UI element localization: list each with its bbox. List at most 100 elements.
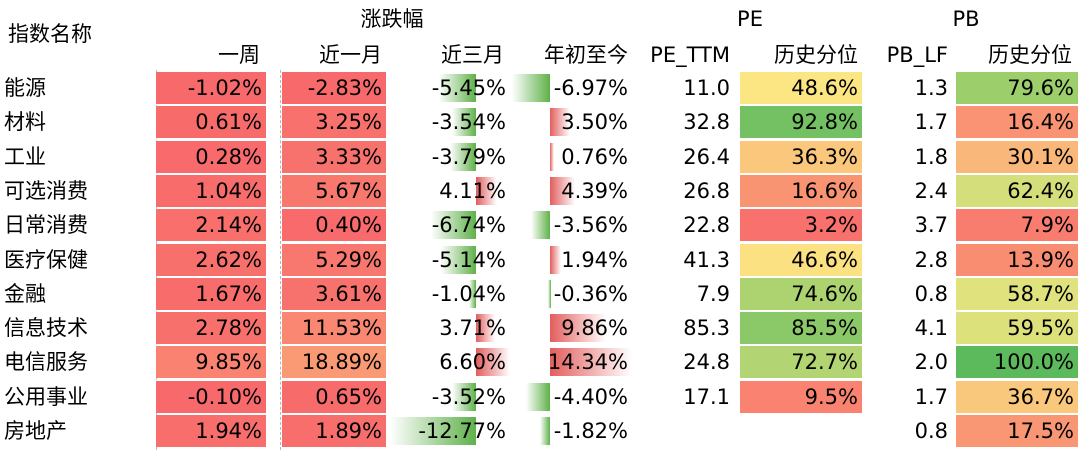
- cell-value: -3.54%: [431, 110, 506, 135]
- cell-pb-pct: 36.7%: [956, 380, 1078, 414]
- data-bar: [550, 314, 607, 343]
- cell-value: -1.02%: [187, 76, 262, 100]
- heat-cell-bg: [956, 140, 1078, 173]
- cell-month: 5.67%: [282, 174, 386, 208]
- heat-cell-bg: [740, 209, 862, 242]
- table-row: 电信服务 9.85% 18.89% 6.60% 14.34% 24.8 72.7% 2.0 10…: [0, 345, 1080, 379]
- row-index-name: 能源: [4, 76, 46, 100]
- heat-cell-bg: [740, 277, 862, 310]
- cell-value: 62.4%: [1007, 178, 1074, 203]
- cell-value: 5.67%: [315, 178, 382, 203]
- cell-pb-pct: 100.0%: [956, 345, 1078, 379]
- cell-value: 3.50%: [561, 110, 628, 135]
- cell-value: 36.3%: [791, 144, 858, 169]
- heat-cell-bg: [282, 312, 386, 345]
- cell-value: -3.79%: [431, 144, 506, 169]
- cell-month: 5.29%: [282, 243, 386, 277]
- cell-three-month: 3.71%: [388, 311, 508, 345]
- cell-value: 1.7: [914, 384, 948, 409]
- table-row: 金融 1.67% 3.61% -1.04% -0.36% 7.9 74.6% 0.8 58.7%: [0, 277, 1080, 311]
- header-pe-group: PE: [737, 7, 763, 31]
- data-bar: [452, 108, 476, 137]
- cell-value: 7.9: [696, 281, 730, 306]
- cell-value: 92.8%: [791, 110, 858, 135]
- cell-pe-ttm: [634, 414, 734, 448]
- heat-cell-bg: [282, 277, 386, 310]
- heat-cell-bg: [156, 346, 266, 379]
- cell-value: 0.8: [914, 419, 948, 443]
- data-bar: [530, 211, 550, 240]
- cell-value: 16.6%: [791, 178, 858, 203]
- cell-value: 3.61%: [315, 281, 382, 306]
- cell-value: 11.53%: [301, 316, 382, 341]
- table-row: 公用事业 -0.10% 0.65% -3.52% -4.40% 17.1 9.5% 1.7 36…: [0, 380, 1080, 414]
- cell-value: -6.74%: [431, 213, 506, 238]
- cell-value: 0.28%: [195, 144, 262, 169]
- heat-cell-bg: [282, 346, 386, 379]
- heat-cell-bg: [282, 380, 386, 413]
- data-bar: [468, 279, 476, 308]
- cell-value: -5.45%: [431, 76, 506, 100]
- row-index-name: 公用事业: [4, 384, 88, 409]
- cell-value: 1.67%: [195, 281, 262, 306]
- cell-value: 17.5%: [1007, 419, 1074, 443]
- table-row: 工业 0.28% 3.33% -3.79% 0.76% 26.4 36.3% 1.8 30.1%: [0, 140, 1080, 174]
- cell-value: 1.94%: [195, 419, 262, 443]
- cell-value: 4.11%: [439, 178, 506, 203]
- cell-value: 18.89%: [301, 350, 382, 375]
- cell-value: -4.40%: [553, 384, 628, 409]
- row-index-name: 信息技术: [4, 316, 88, 341]
- cell-pe-pct: [740, 414, 862, 448]
- cell-value: 1.7: [914, 110, 948, 135]
- table-row: 材料 0.61% 3.25% -3.54% 3.50% 32.8 92.8% 1.7 16.4%: [0, 105, 1080, 139]
- heat-cell-bg: [156, 312, 266, 345]
- cell-value: 36.7%: [1007, 384, 1074, 409]
- cell-value: 2.0: [914, 350, 948, 375]
- cell-value: 4.39%: [561, 178, 628, 203]
- cell-ytd: -0.36%: [510, 277, 632, 311]
- heat-cell-bg: [156, 209, 266, 242]
- cell-value: -5.14%: [431, 247, 506, 272]
- cell-pe-pct: 48.6%: [740, 71, 862, 105]
- data-bar: [439, 74, 476, 102]
- cell-ytd: -3.56%: [510, 208, 632, 242]
- cell-value: 7.9%: [1020, 213, 1074, 238]
- cell-value: 72.7%: [791, 350, 858, 375]
- cell-week: 1.04%: [156, 174, 266, 208]
- cell-pe-ttm: 11.0: [634, 71, 734, 105]
- cell-three-month: -12.77%: [388, 414, 508, 448]
- data-bar: [452, 382, 476, 411]
- cell-value: 46.6%: [791, 247, 858, 272]
- cell-ytd: 4.39%: [510, 174, 632, 208]
- table-row: 能源 -1.02% -2.83% -5.45% -6.97% 11.0 48.6% 1.3 79…: [0, 71, 1080, 105]
- cell-pe-ttm: 22.8: [634, 208, 734, 242]
- cell-value: 59.5%: [1007, 316, 1074, 341]
- cell-value: 2.4: [914, 178, 948, 203]
- cell-value: 74.6%: [791, 281, 858, 306]
- data-bar: [550, 245, 562, 274]
- cell-pb-lf: 2.4: [868, 174, 952, 208]
- cell-pb-pct: 30.1%: [956, 140, 1078, 174]
- cell-pb-lf: 0.8: [868, 277, 952, 311]
- cell-value: 85.5%: [791, 316, 858, 341]
- heat-cell-bg: [956, 312, 1078, 345]
- cell-pb-lf: 2.0: [868, 345, 952, 379]
- data-bar: [476, 314, 496, 343]
- heat-cell-bg: [156, 243, 266, 276]
- cell-three-month: -3.52%: [388, 380, 508, 414]
- cell-pb-lf: 4.1: [868, 311, 952, 345]
- cell-pe-ttm: 17.1: [634, 380, 734, 414]
- row-index-name: 可选消费: [4, 178, 88, 203]
- cell-three-month: -6.74%: [388, 208, 508, 242]
- cell-pb-pct: 79.6%: [956, 71, 1078, 105]
- cell-pb-pct: 16.4%: [956, 105, 1078, 139]
- row-index-name: 医疗保健: [4, 247, 88, 272]
- heat-cell-bg: [956, 415, 1078, 447]
- cell-month: 11.53%: [282, 311, 386, 345]
- cell-value: 3.2%: [804, 213, 858, 238]
- cell-ytd: -1.82%: [510, 414, 632, 448]
- cell-three-month: -5.45%: [388, 71, 508, 105]
- cell-value: 9.5%: [804, 384, 858, 409]
- cell-pb-pct: 17.5%: [956, 414, 1078, 448]
- cell-month: 18.89%: [282, 345, 386, 379]
